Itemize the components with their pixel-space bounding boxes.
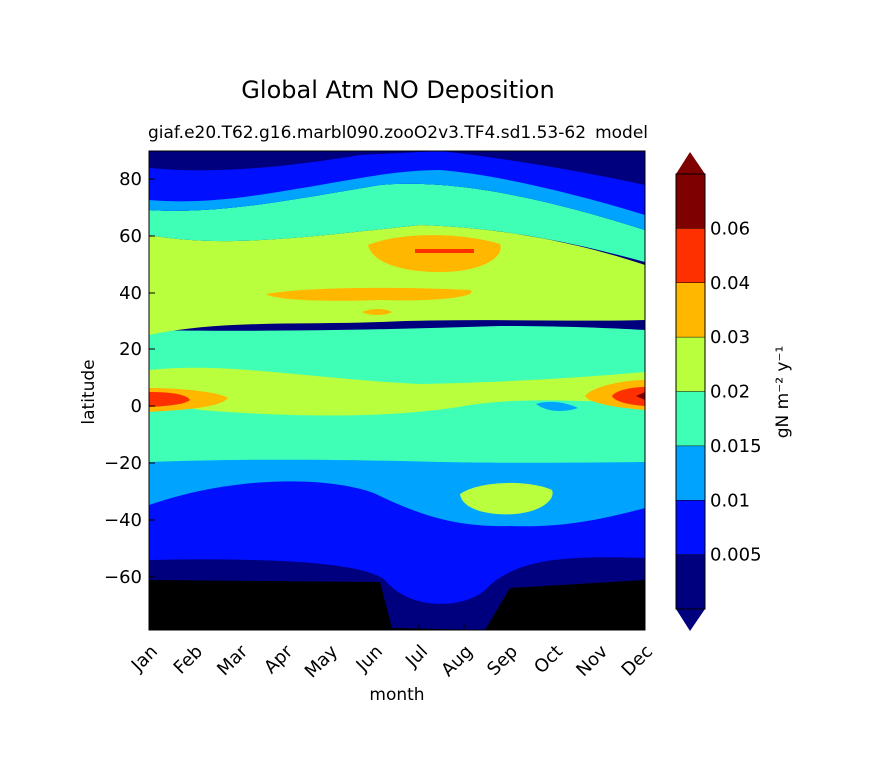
colorbar-tick-label: 0.02 bbox=[710, 382, 750, 403]
plot-frame bbox=[148, 150, 646, 631]
x-tick-label: Apr bbox=[260, 641, 297, 678]
colorbar-band bbox=[676, 282, 705, 338]
x-tick-label: Dec bbox=[618, 641, 657, 680]
colorbar-label: gN m⁻² y⁻¹ bbox=[773, 346, 793, 439]
region-32n bbox=[362, 309, 392, 315]
colorbar: 0.06 0.04 0.03 0.02 0.015 0.01 0.005 gN m⁻² y⁻… bbox=[675, 152, 793, 631]
ring-southern bbox=[460, 482, 553, 515]
band-north-cyan bbox=[149, 183, 645, 262]
colorbar-tick-label: 0.03 bbox=[710, 327, 750, 348]
region-eq-jan-max bbox=[149, 392, 190, 407]
band-tropics-yellow bbox=[149, 367, 645, 416]
x-tick-label: Aug bbox=[437, 641, 477, 681]
colorbar-tick-label: 0.005 bbox=[710, 545, 762, 566]
region-40n bbox=[266, 287, 472, 301]
y-tick-label: 0 bbox=[131, 396, 142, 417]
chart-subtitle: giaf.e20.T62.g16.marbl090.zooO2v3.TF4.sd… bbox=[148, 123, 586, 143]
colorbar-band bbox=[676, 500, 705, 555]
y-tick-label: −20 bbox=[104, 453, 142, 474]
y-tick-label: −60 bbox=[104, 567, 142, 588]
colorbar-extend-bottom bbox=[676, 609, 705, 631]
x-tick-label: Mar bbox=[213, 641, 252, 680]
y-tick-label: −40 bbox=[104, 510, 142, 531]
colorbar-band bbox=[676, 554, 705, 609]
colorbar-band bbox=[676, 391, 705, 446]
colorbar-band bbox=[676, 228, 705, 283]
x-axis-label: month bbox=[369, 685, 424, 705]
band-north-blue bbox=[149, 151, 645, 230]
region-eq-dec-max bbox=[612, 387, 645, 406]
chart-subtitle-right: model bbox=[595, 123, 648, 143]
south-polar-nodata bbox=[149, 580, 645, 630]
colorbar-extend-top bbox=[676, 152, 705, 174]
region-north-max bbox=[415, 249, 474, 253]
colorbar-tick-label: 0.04 bbox=[710, 273, 750, 294]
chart-title: Global Atm NO Deposition bbox=[241, 76, 554, 104]
y-tick-label: 40 bbox=[119, 283, 142, 304]
colorbar-band bbox=[676, 337, 705, 392]
heatmap-field bbox=[149, 151, 645, 630]
x-tick-label: Jan bbox=[127, 641, 162, 676]
x-tick-label: Oct bbox=[530, 641, 567, 678]
band-north-mid bbox=[149, 225, 645, 335]
colorbar-tick-label: 0.06 bbox=[710, 218, 750, 239]
y-axis-label: latitude bbox=[79, 359, 99, 424]
x-tick-label: Sep bbox=[483, 641, 522, 680]
y-tick-label: 20 bbox=[119, 339, 142, 360]
y-tick-label: 60 bbox=[119, 226, 142, 247]
x-tick-label: Nov bbox=[572, 641, 612, 681]
colorbar-tick-label: 0.01 bbox=[710, 490, 750, 511]
region-north-peak bbox=[368, 235, 501, 272]
y-axis-ticks: 80 60 40 20 0 −20 −40 −60 bbox=[104, 169, 155, 588]
colorbar-band bbox=[676, 174, 705, 229]
x-tick-label: Feb bbox=[170, 641, 207, 678]
x-tick-label: May bbox=[301, 641, 342, 682]
x-tick-label: Jun bbox=[352, 641, 387, 676]
band-north-lightblue bbox=[149, 170, 645, 230]
region-eq-dec-core bbox=[636, 392, 645, 400]
colorbar-band bbox=[676, 445, 705, 501]
x-axis-ticks: Jan Feb Mar Apr May Jun Jul Aug Sep Oct … bbox=[127, 624, 657, 682]
colorbar-tick-label: 0.015 bbox=[710, 436, 762, 457]
x-tick-label: Jul bbox=[401, 641, 432, 672]
y-tick-label: 80 bbox=[119, 169, 142, 190]
patch-oct bbox=[536, 401, 578, 411]
